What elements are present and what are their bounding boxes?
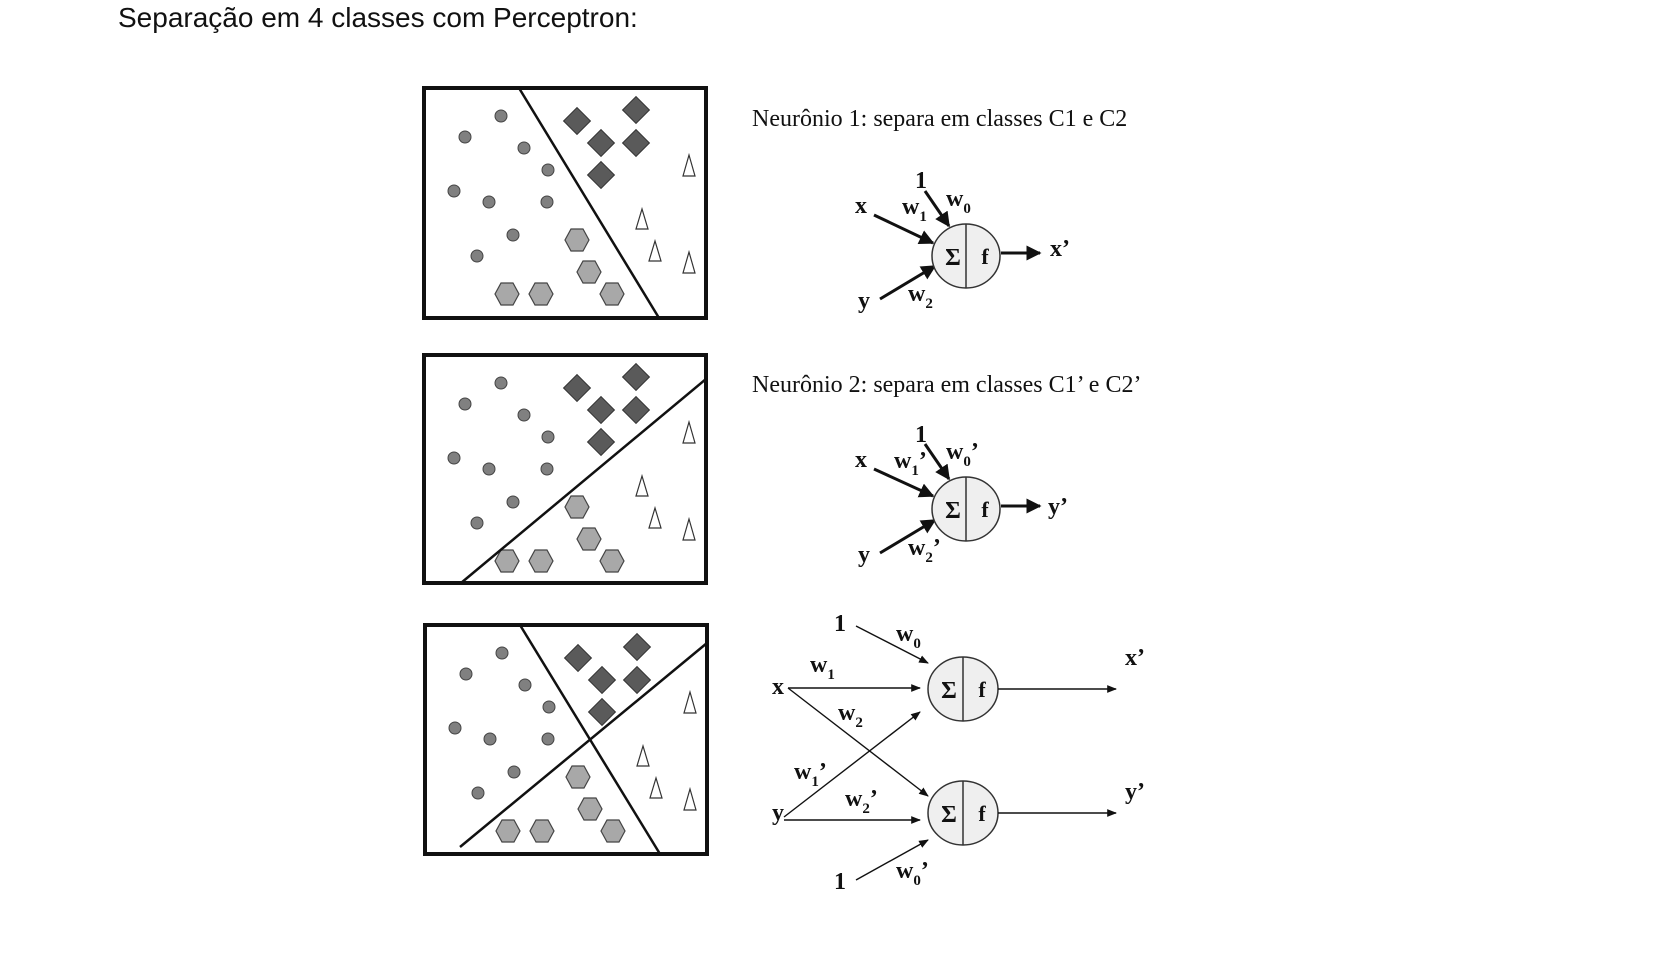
activation-symbol: f xyxy=(981,244,989,269)
bias-bottom-label: 1 xyxy=(834,869,846,895)
sum-symbol: Σ xyxy=(941,678,957,704)
activation-symbol: f xyxy=(981,497,989,522)
weight-w0-label: w0’ xyxy=(946,439,979,470)
sum-symbol: Σ xyxy=(945,498,961,524)
weight-w0-label: w0 xyxy=(946,186,971,217)
weight-w1-label: w1 xyxy=(810,652,835,683)
decision-line-neuron-1 xyxy=(517,87,661,319)
weight-w2-label: w2’ xyxy=(908,535,941,566)
bias-input-label: 1 xyxy=(915,168,927,194)
bias-arrow xyxy=(923,443,951,481)
bias-top-label: 1 xyxy=(834,611,846,637)
input-y-label: y xyxy=(858,288,870,314)
neuron-1-diagram: Neurônio 1: separa em classes C1 e C2 1 … xyxy=(752,106,1127,314)
input-y-label: y xyxy=(772,800,784,826)
neuron-2-caption: Neurônio 2: separa em classes C1’ e C2’ xyxy=(752,372,1141,398)
input-x-label: x xyxy=(855,193,867,219)
output-label: y’ xyxy=(1048,494,1068,520)
scatter-panel-2 xyxy=(422,353,708,585)
bias-top-arrow xyxy=(855,625,929,664)
output-label: x’ xyxy=(1050,236,1070,262)
page-title: Separação em 4 classes com Perceptron: xyxy=(118,2,638,33)
combined-network-diagram: 1 x y 1 w0 w1 w2 w1’ w2’ w0’ Σ f Σ f x’ … xyxy=(772,611,1145,895)
input-y-label: y xyxy=(858,542,870,568)
activation-symbol: f xyxy=(978,801,986,826)
x-to-neuron-2-arrow xyxy=(787,687,929,797)
decision-line-neuron-2 xyxy=(459,642,708,848)
weight-w1-prime-label: w1’ xyxy=(794,759,827,790)
input-y-arrow xyxy=(879,518,937,555)
weight-w0-label: w0 xyxy=(896,621,921,652)
bias-bottom-arrow xyxy=(855,839,929,881)
scatter-panel-1 xyxy=(422,86,708,320)
weight-w2-label: w2 xyxy=(908,281,933,312)
input-x-label: x xyxy=(772,674,784,700)
weight-w1-label: w1 xyxy=(902,194,927,225)
activation-symbol: f xyxy=(978,677,986,702)
y-to-neuron-1-arrow xyxy=(783,711,921,818)
weight-w2-prime-label: w2’ xyxy=(845,786,878,817)
neuron-1-caption: Neurônio 1: separa em classes C1 e C2 xyxy=(752,106,1127,132)
output-top-label: x’ xyxy=(1125,645,1145,671)
scatter-panel-3 xyxy=(423,623,709,856)
output-bottom-label: y’ xyxy=(1125,779,1145,805)
bias-input-label: 1 xyxy=(915,422,927,448)
weight-w0-prime-label: w0’ xyxy=(896,858,929,889)
sum-symbol: Σ xyxy=(941,802,957,828)
input-x-arrow xyxy=(873,467,935,498)
sum-symbol: Σ xyxy=(945,245,961,271)
input-x-label: x xyxy=(855,447,867,473)
input-y-arrow xyxy=(879,264,937,301)
input-x-arrow xyxy=(873,213,935,245)
bias-arrow xyxy=(923,190,951,228)
weight-w1-label: w1’ xyxy=(894,448,927,479)
neuron-2-diagram: Neurônio 2: separa em classes C1’ e C2’ … xyxy=(752,372,1141,568)
decision-line-neuron-2 xyxy=(460,378,707,584)
weight-w2-label: w2 xyxy=(838,700,863,731)
